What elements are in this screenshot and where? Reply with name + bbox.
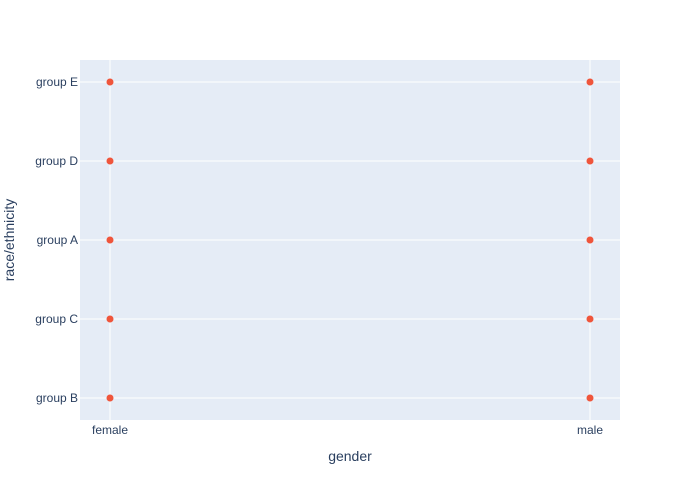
y-tick-label: group B [36,391,78,405]
scatter-point [586,78,594,86]
scatter-point [106,78,114,86]
x-tick-label: male [577,423,603,437]
y-tick-label: group A [37,233,78,247]
scatter-point [586,236,594,244]
scatter-point [586,394,594,402]
data-points [106,78,594,402]
y-tick-label: group D [35,154,78,168]
scatter-point [106,236,114,244]
x-tick-label: female [92,423,128,437]
scatter-point [586,157,594,165]
scatter-point [586,315,594,323]
y-tick-label: group E [36,75,78,89]
x-tick-labels: female male [92,423,603,437]
y-tick-labels: group B group C group A group D group E [35,75,78,405]
scatter-point [106,315,114,323]
y-axis-title: race/ethnicity [1,199,17,281]
y-tick-label: group C [35,312,78,326]
scatter-point [106,394,114,402]
scatter-point [106,157,114,165]
x-axis-title: gender [328,448,372,464]
